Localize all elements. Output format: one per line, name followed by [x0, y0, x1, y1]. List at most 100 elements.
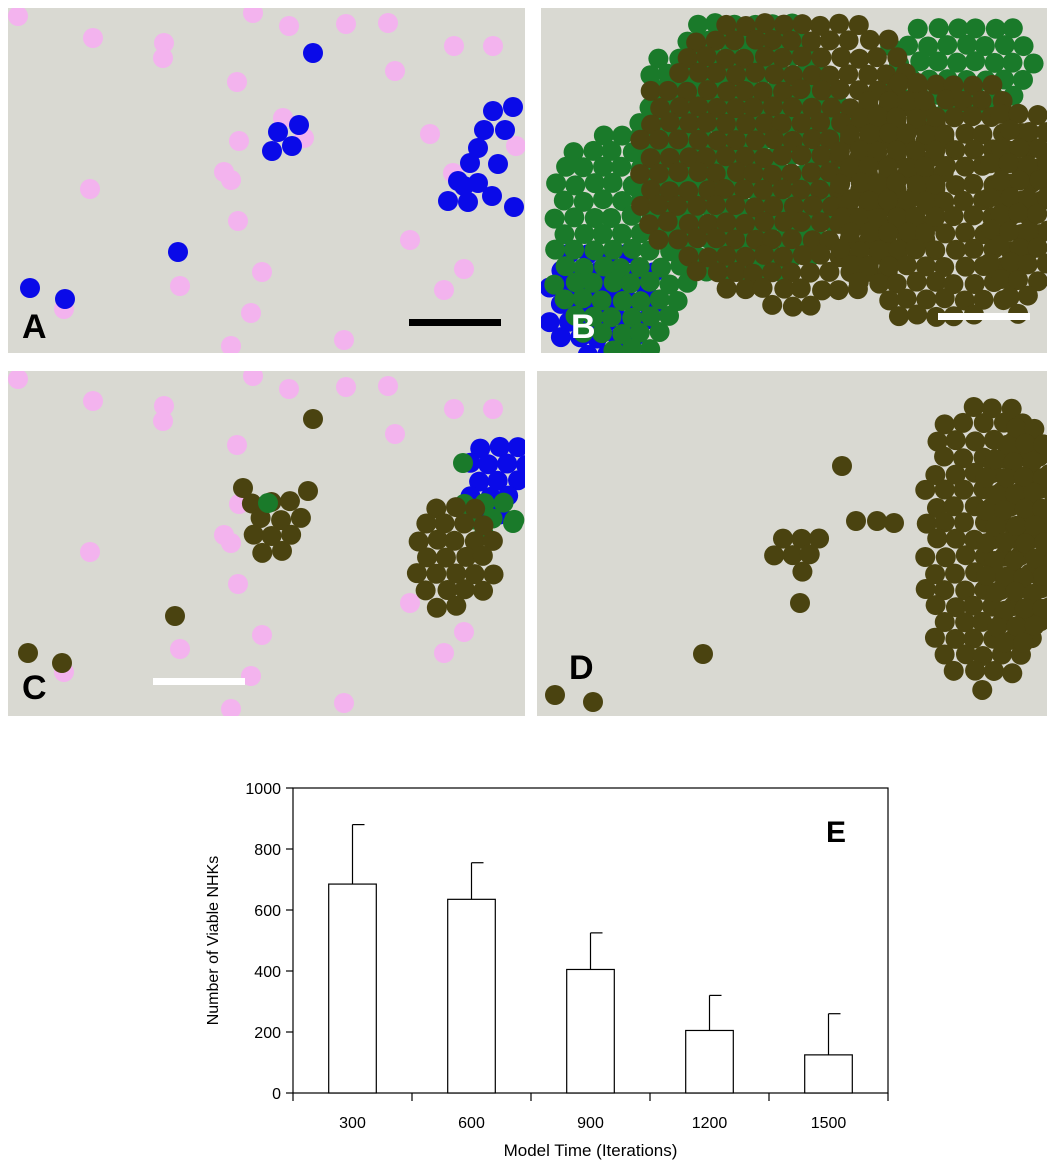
cell	[945, 175, 966, 196]
cell	[990, 103, 1011, 124]
cell	[456, 546, 477, 567]
cell	[261, 525, 282, 546]
cell	[1013, 36, 1034, 57]
cell	[999, 287, 1020, 308]
cell	[454, 579, 475, 600]
cell	[858, 91, 879, 112]
cell	[458, 192, 478, 212]
cell	[953, 512, 974, 533]
cell	[556, 156, 577, 177]
cell	[925, 206, 946, 227]
cell	[221, 699, 241, 716]
cell	[829, 79, 850, 100]
cell	[473, 515, 494, 536]
cell	[745, 130, 766, 151]
cell	[1043, 487, 1047, 503]
cell	[593, 156, 614, 177]
cell	[963, 628, 984, 649]
cell	[165, 606, 185, 626]
cell	[888, 73, 909, 94]
cell	[934, 414, 955, 435]
cell	[936, 156, 957, 177]
cell	[752, 81, 773, 102]
cell	[905, 239, 926, 260]
cell	[934, 191, 955, 212]
cell	[591, 290, 612, 311]
cell	[953, 479, 974, 500]
cell	[468, 138, 488, 158]
cell	[8, 8, 28, 26]
cell	[648, 48, 669, 69]
cell	[906, 108, 927, 129]
cell	[819, 30, 840, 51]
cell	[303, 43, 323, 63]
cell	[915, 479, 936, 500]
cell	[677, 81, 698, 102]
cell	[289, 115, 309, 135]
cell	[444, 530, 465, 551]
cell	[1015, 533, 1036, 554]
cell	[483, 101, 503, 121]
cell	[971, 90, 992, 111]
cell	[454, 622, 474, 642]
cell	[640, 339, 661, 353]
cell	[669, 62, 690, 83]
cell	[791, 113, 812, 134]
cell	[460, 153, 480, 173]
cell	[583, 306, 604, 327]
cell	[726, 162, 747, 183]
cell	[554, 224, 575, 245]
cell	[733, 179, 754, 200]
cell	[640, 148, 661, 169]
cell	[1017, 254, 1038, 275]
cell	[879, 290, 900, 311]
cell	[744, 197, 765, 218]
cell	[996, 434, 1017, 455]
cell	[583, 140, 604, 161]
cell	[252, 542, 273, 563]
cell	[1022, 451, 1043, 472]
cell	[334, 693, 354, 713]
scale-bar	[409, 319, 501, 326]
x-tick-label: 1500	[811, 1115, 847, 1132]
cell	[955, 545, 976, 566]
cell	[688, 162, 709, 183]
cell	[482, 530, 503, 551]
cell	[878, 222, 899, 243]
cell	[153, 48, 173, 68]
cell	[781, 163, 802, 184]
cell	[858, 256, 879, 277]
cell	[773, 246, 794, 267]
cell	[762, 96, 783, 117]
cell	[828, 280, 849, 301]
cell	[686, 32, 707, 53]
cell	[782, 296, 803, 317]
cell	[907, 18, 928, 39]
cell	[1014, 598, 1035, 619]
cell	[483, 36, 503, 56]
cell	[241, 666, 261, 686]
cell	[336, 377, 356, 397]
cell	[630, 291, 651, 312]
cell	[1017, 155, 1038, 176]
cell	[679, 113, 700, 134]
cell	[936, 89, 957, 110]
cell	[925, 140, 946, 161]
cell	[279, 16, 299, 36]
cell	[582, 272, 603, 293]
cell	[754, 113, 775, 134]
cell	[869, 273, 890, 294]
cell	[472, 545, 493, 566]
cell	[1037, 153, 1047, 174]
cell	[1008, 202, 1029, 223]
cell	[991, 170, 1012, 191]
cell	[696, 112, 717, 133]
cell	[866, 47, 887, 68]
cell	[686, 261, 707, 282]
cell	[620, 273, 641, 294]
cell	[622, 307, 643, 328]
cell	[444, 36, 464, 56]
cell	[572, 288, 593, 309]
cell	[298, 481, 318, 501]
cell	[705, 163, 726, 184]
